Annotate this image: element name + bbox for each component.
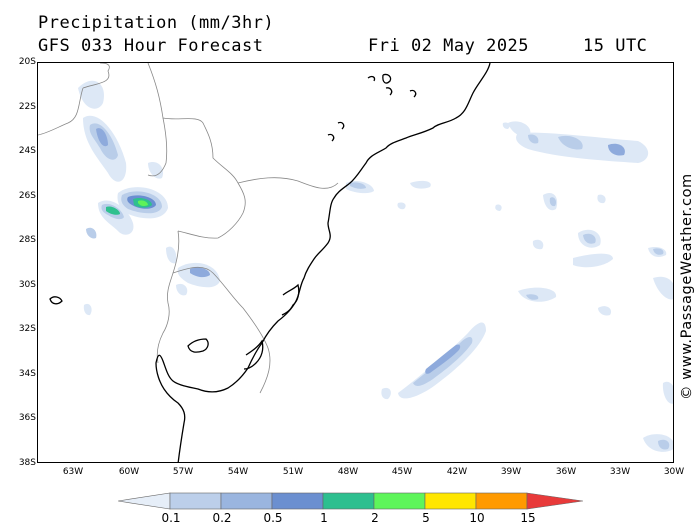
precip-cell xyxy=(106,206,120,215)
lat-label-28s: 28S xyxy=(18,235,36,245)
precip-cell xyxy=(86,227,97,239)
lat-label-26s: 26S xyxy=(18,191,36,201)
lat-label-22s: 22S xyxy=(18,102,36,112)
precip-cell xyxy=(518,287,557,302)
legend-swatch-0.1-0.2 xyxy=(169,492,222,510)
precipitation-map xyxy=(37,62,674,463)
legend-label-1: 1 xyxy=(320,511,328,525)
lon-label-36w: 36W xyxy=(555,467,577,477)
lat-label-34s: 34S xyxy=(18,369,36,379)
legend-label-2: 2 xyxy=(371,511,379,525)
precip-cell xyxy=(583,233,596,244)
lon-label-45w: 45W xyxy=(391,467,413,477)
precip-cell xyxy=(176,283,188,296)
precip-cell xyxy=(350,182,366,189)
precip-cell xyxy=(598,306,612,316)
lat-label-32s: 32S xyxy=(18,324,36,334)
chart-title: Precipitation (mm/3hr) xyxy=(38,13,275,33)
legend-swatch-10-15 xyxy=(475,492,528,510)
precip-cell xyxy=(662,381,673,404)
legend-swatch-below-0.1 xyxy=(118,492,171,510)
lon-label-63w: 63W xyxy=(62,467,84,477)
legend-label-5: 5 xyxy=(422,511,430,525)
lon-label-42w: 42W xyxy=(446,467,468,477)
precip-cell xyxy=(381,387,391,400)
precip-cell xyxy=(96,128,108,147)
precip-cell xyxy=(532,239,544,250)
legend-label-0.1: 0.1 xyxy=(161,511,181,525)
precip-cell xyxy=(608,143,625,156)
legend-swatch-0.5-1 xyxy=(271,492,324,510)
precip-cell xyxy=(653,248,664,255)
lat-label-38s: 38S xyxy=(18,458,36,468)
precip-cell xyxy=(597,194,606,204)
lat-label-30s: 30S xyxy=(18,280,36,290)
forecast-date: Fri 02 May 2025 xyxy=(368,36,530,56)
precip-cell xyxy=(397,202,406,210)
precipitation-areas xyxy=(78,80,673,452)
country-borders xyxy=(38,63,339,394)
lon-label-51w: 51W xyxy=(282,467,304,477)
precip-cell xyxy=(425,344,461,374)
lat-label-20s: 20S xyxy=(18,57,36,67)
legend-swatch-1-2 xyxy=(322,492,375,510)
lon-label-48w: 48W xyxy=(337,467,359,477)
precip-cell xyxy=(410,180,431,189)
precip-cell xyxy=(549,197,557,207)
precip-cell xyxy=(558,135,583,150)
precip-cell xyxy=(190,267,210,278)
precip-cell xyxy=(573,253,613,268)
precip-cell xyxy=(658,439,670,450)
precip-cell xyxy=(634,142,646,160)
precipitation-legend xyxy=(118,492,583,510)
lat-label-36s: 36S xyxy=(18,413,36,423)
lat-label-24s: 24S xyxy=(18,146,36,156)
coastline xyxy=(49,63,491,462)
watermark: © www.PassageWeather.com xyxy=(679,173,695,400)
precip-cell xyxy=(138,200,148,207)
forecast-time: 15 UTC xyxy=(583,36,648,56)
legend-label-15: 15 xyxy=(520,511,536,525)
lon-label-39w: 39W xyxy=(500,467,522,477)
lon-label-57w: 57W xyxy=(172,467,194,477)
legend-swatch-0.2-0.5 xyxy=(220,492,273,510)
precip-cell xyxy=(502,122,510,129)
forecast-label: GFS 033 Hour Forecast xyxy=(38,36,264,56)
precip-cell xyxy=(653,276,673,300)
legend-label-10: 10 xyxy=(469,511,485,525)
precip-cell xyxy=(528,134,539,144)
precip-cell xyxy=(495,204,502,211)
precip-cell xyxy=(166,246,177,264)
precip-cell xyxy=(148,162,164,179)
legend-label-0.5: 0.5 xyxy=(263,511,283,525)
precip-cell xyxy=(83,303,92,316)
legend-label-0.2: 0.2 xyxy=(212,511,232,525)
lon-label-60w: 60W xyxy=(118,467,140,477)
legend-swatch-2-5 xyxy=(373,492,426,510)
lon-label-54w: 54W xyxy=(227,467,249,477)
lon-label-33w: 33W xyxy=(609,467,631,477)
lon-label-30w: 30W xyxy=(663,467,685,477)
precip-cell xyxy=(526,294,539,300)
map-canvas xyxy=(38,63,673,462)
precip-cell xyxy=(78,80,104,109)
legend-swatch-5-10 xyxy=(424,492,477,510)
legend-swatch-above-15 xyxy=(526,492,583,510)
